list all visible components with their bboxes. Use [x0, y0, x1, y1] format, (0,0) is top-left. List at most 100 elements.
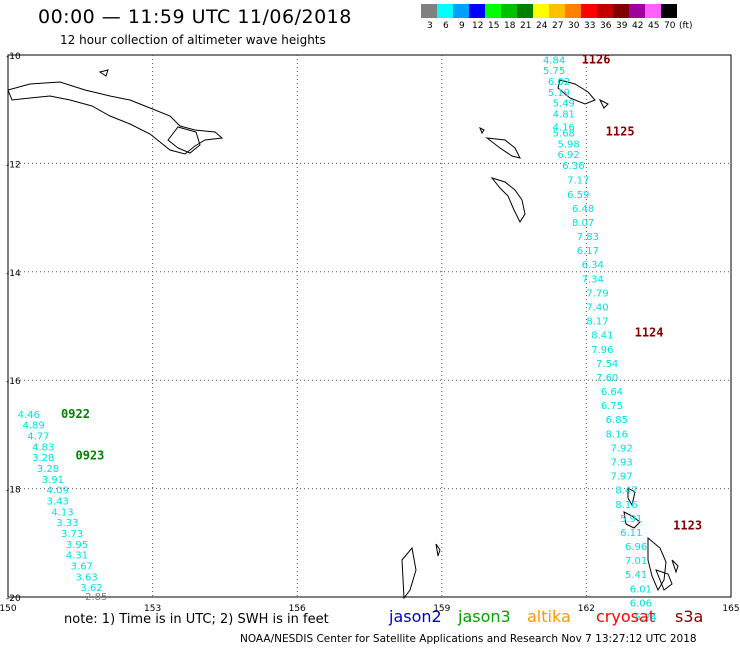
coastline: [485, 137, 521, 159]
pass-time-label: 1125: [606, 124, 635, 138]
wave-height-label: 6.85: [606, 415, 628, 426]
wave-height-label: 7.97: [611, 472, 633, 483]
legend-label: 30: [568, 21, 580, 31]
wave-height-label: 6.75: [601, 401, 623, 412]
map-subtitle: 12 hour collection of altimeter wave hei…: [60, 33, 326, 47]
wave-height-legend-labels: 3 6 9 12 15 18 21 24 27 30 33 36 39 42 45 70 (ft): [421, 21, 740, 35]
wave-height-label: 6.01: [630, 584, 652, 595]
wave-height-label: 3.62: [80, 583, 102, 594]
legend-label: 12: [472, 21, 484, 31]
latitude-tick-label: -20: [6, 594, 21, 604]
coastline: [7, 81, 224, 155]
legend-swatch: [517, 4, 533, 18]
wave-height-legend: [421, 4, 677, 18]
wave-height-label: 6.59: [567, 190, 589, 201]
wave-height-label: 7.93: [611, 458, 633, 469]
wave-height-label: 7.40: [586, 302, 608, 313]
satellite-s3a: s3a: [675, 607, 704, 626]
wave-height-label: 5.68: [553, 129, 575, 140]
wave-height-label: 3.95: [66, 540, 88, 551]
wave-height-label: 8.17: [586, 317, 608, 328]
wave-height-label: 6.92: [557, 150, 579, 161]
wave-height-label: 6.34: [582, 260, 604, 271]
pass-time-label: 0922: [61, 407, 90, 421]
pass-time-label: 0923: [75, 449, 104, 463]
wave-height-label: 8.47: [615, 486, 637, 497]
latitude-tick-label: -14: [6, 269, 21, 279]
longitude-tick-label: 156: [289, 604, 306, 614]
legend-swatch: [437, 4, 453, 18]
coastline: [98, 69, 109, 77]
wave-height-label: 6.17: [577, 246, 599, 257]
wave-height-label: 4.09: [47, 486, 69, 497]
wave-height-label: 7.79: [586, 288, 608, 299]
wave-height-label: 8.41: [591, 331, 613, 342]
wave-height-label: 7.01: [625, 556, 647, 567]
wave-height-label: 6.36: [562, 161, 584, 172]
wave-height-label: 5.19: [548, 88, 570, 99]
coastline: [167, 126, 201, 154]
wave-height-label: 5.41: [625, 570, 647, 581]
wave-height-label: 5.98: [557, 139, 579, 150]
legend-swatch: [645, 4, 661, 18]
coastline: [627, 487, 636, 507]
wave-height-label: 4.83: [32, 442, 54, 453]
legend-label: 6: [443, 21, 449, 31]
longitude-tick-label: 150: [0, 604, 17, 614]
coastline: [671, 559, 679, 574]
legend-swatch: [581, 4, 597, 18]
wave-height-label: 4.84: [543, 55, 565, 66]
latitude-tick-label: -16: [6, 377, 21, 387]
longitude-tick-label: 153: [144, 604, 161, 614]
wave-height-label: 6.64: [601, 387, 623, 398]
wave-height-label: 7.54: [596, 359, 618, 370]
wave-height-label: 4.31: [66, 551, 88, 562]
wave-height-label: 8.16: [606, 429, 628, 440]
units-note: note: 1) Time is in UTC; 2) SWH is in fe…: [64, 612, 329, 627]
wave-height-label: 3.33: [56, 518, 78, 529]
longitude-tick-label: 162: [578, 604, 595, 614]
wave-height-label: 7.83: [577, 232, 599, 243]
legend-label: 45: [648, 21, 660, 31]
legend-swatch: [549, 4, 565, 18]
wave-height-label: 3.73: [61, 529, 83, 540]
map-frame: [7, 54, 732, 598]
satellite-jason3: jason3: [458, 607, 511, 626]
wave-height-label: 3.67: [71, 562, 93, 573]
latitude-tick-label: -12: [6, 160, 21, 170]
wave-height-label: 4.89: [22, 421, 44, 432]
legend-label: 36: [600, 21, 612, 31]
pass-time-label: 1124: [635, 326, 664, 340]
wave-height-label: 6.11: [620, 528, 642, 539]
legend-swatch: [469, 4, 485, 18]
longitude-tick-label: 159: [433, 604, 450, 614]
legend-label: 39: [616, 21, 628, 31]
coastline: [557, 79, 596, 105]
wave-height-label: 3.63: [75, 572, 97, 583]
wave-height-label: 4.16: [553, 123, 575, 134]
wave-height-label: 7.96: [591, 345, 613, 356]
coastline: [401, 546, 417, 600]
legend-swatch: [501, 4, 517, 18]
legend-label: 9: [459, 21, 465, 31]
legend-label: 24: [536, 21, 548, 31]
satellite-jason2: jason2: [389, 607, 442, 626]
coastline: [655, 569, 673, 591]
legend-label: 18: [504, 21, 516, 31]
wave-height-label: 4.77: [27, 431, 49, 442]
legend-label: 70: [664, 21, 676, 31]
legend-swatch: [533, 4, 549, 18]
wave-height-label: 7.60: [596, 373, 618, 384]
wave-height-label: 3.28: [32, 453, 54, 464]
satellite-cryosat: cryosat: [596, 607, 656, 626]
legend-swatch: [661, 4, 677, 18]
wave-height-label: 5.49: [553, 99, 575, 110]
legend-swatch: [597, 4, 613, 18]
legend-swatch: [565, 4, 581, 18]
coastline: [647, 536, 667, 592]
credit-line: NOAA/NESDIS Center for Satellite Applica…: [240, 633, 697, 645]
latitude-tick-label: -10: [6, 52, 21, 62]
wave-height-label: 3.91: [42, 475, 64, 486]
wave-height-label: 4.81: [553, 110, 575, 121]
